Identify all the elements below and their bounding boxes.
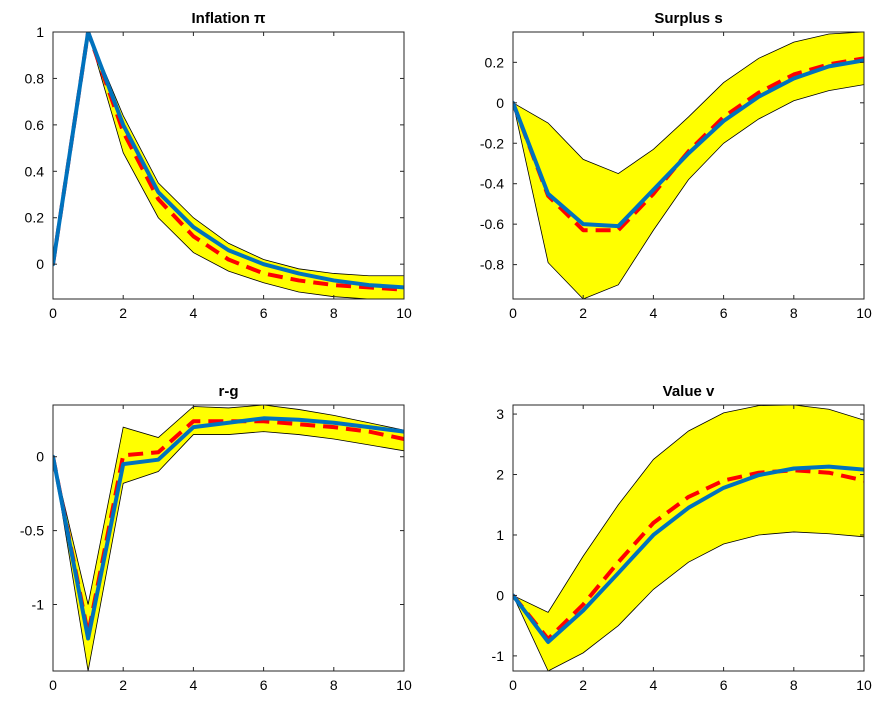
- y-tick-label: -0.2: [480, 135, 504, 151]
- x-tick-label: 4: [190, 677, 198, 693]
- confidence-band: [53, 32, 404, 299]
- x-tick-label: 6: [260, 305, 268, 321]
- y-tick-label: -0.6: [480, 216, 504, 232]
- y-tick-label: 0.4: [25, 163, 45, 179]
- y-tick-label: 0: [496, 587, 504, 603]
- x-tick-label: 4: [650, 677, 658, 693]
- series-line-dashed: [513, 468, 864, 641]
- series-line-solid: [513, 58, 864, 229]
- x-tick-label: 0: [49, 305, 57, 321]
- x-tick-label: 4: [650, 305, 658, 321]
- y-tick-label: -1: [32, 597, 45, 613]
- y-tick-label: 0.2: [485, 54, 505, 70]
- chart-title-surplus: Surplus s: [654, 10, 722, 27]
- y-tick-label: 0.8: [25, 70, 45, 86]
- y-tick-label: 1: [496, 527, 504, 543]
- panel-inflation: 0 2 4 6 8 10 0 0.2 0.4 0.6 0.8 1 Inflation π: [25, 10, 412, 321]
- x-tick-label: 8: [790, 305, 798, 321]
- x-tick-label: 0: [509, 305, 517, 321]
- axes-frame: [52, 404, 405, 672]
- y-tick-label: 0.2: [25, 210, 45, 226]
- panel-surplus: 0 2 4 6 8 10 -0.8 -0.6 -0.4 -0.2 0 0.2 Surplus s: [480, 10, 872, 321]
- chart-title-r-minus-g: r-g: [219, 383, 239, 400]
- x-tick-label: 10: [396, 677, 412, 693]
- x-tick-label: 8: [330, 677, 338, 693]
- y-tick-label: 2: [496, 467, 504, 483]
- panel-r-minus-g: 0 2 4 6 8 10 -1 -0.5 0 r-g: [20, 383, 412, 693]
- y-tick-label: 3: [496, 406, 504, 422]
- series-line-solid: [53, 416, 404, 641]
- y-tick-label: 0.6: [25, 117, 45, 133]
- x-tick-label: 6: [720, 677, 728, 693]
- x-tick-label: 6: [260, 677, 268, 693]
- x-tick-label: 10: [856, 677, 872, 693]
- x-tick-label: 0: [509, 677, 517, 693]
- axes-frame: [512, 31, 865, 300]
- y-tick-label: 0: [496, 95, 504, 111]
- y-tick-label: -1: [492, 648, 505, 664]
- chart-title-inflation: Inflation π: [192, 10, 266, 27]
- chart-title-value: Value v: [663, 383, 715, 400]
- x-tick-label: 6: [720, 305, 728, 321]
- x-tick-label: 4: [190, 305, 198, 321]
- series-line-solid: [513, 464, 864, 644]
- x-tick-label: 10: [396, 305, 412, 321]
- x-tick-label: 2: [579, 305, 587, 321]
- x-tick-label: 2: [579, 677, 587, 693]
- series-line-solid: [53, 32, 404, 290]
- x-tick-label: 10: [856, 305, 872, 321]
- x-tick-label: 8: [790, 677, 798, 693]
- x-tick-label: 2: [119, 305, 127, 321]
- y-tick-label: 1: [36, 24, 44, 40]
- x-tick-label: 8: [330, 305, 338, 321]
- confidence-band: [53, 405, 404, 671]
- y-tick-label: -0.5: [20, 523, 44, 539]
- confidence-band: [513, 32, 864, 299]
- y-tick-label: -0.4: [480, 176, 504, 192]
- x-tick-label: 0: [49, 677, 57, 693]
- axes-frame: [512, 404, 865, 672]
- y-tick-label: 0: [36, 256, 44, 272]
- x-tick-label: 2: [119, 677, 127, 693]
- axes-frame: [52, 31, 405, 300]
- y-tick-label: -0.8: [480, 257, 504, 273]
- y-tick-label: 0: [36, 449, 44, 465]
